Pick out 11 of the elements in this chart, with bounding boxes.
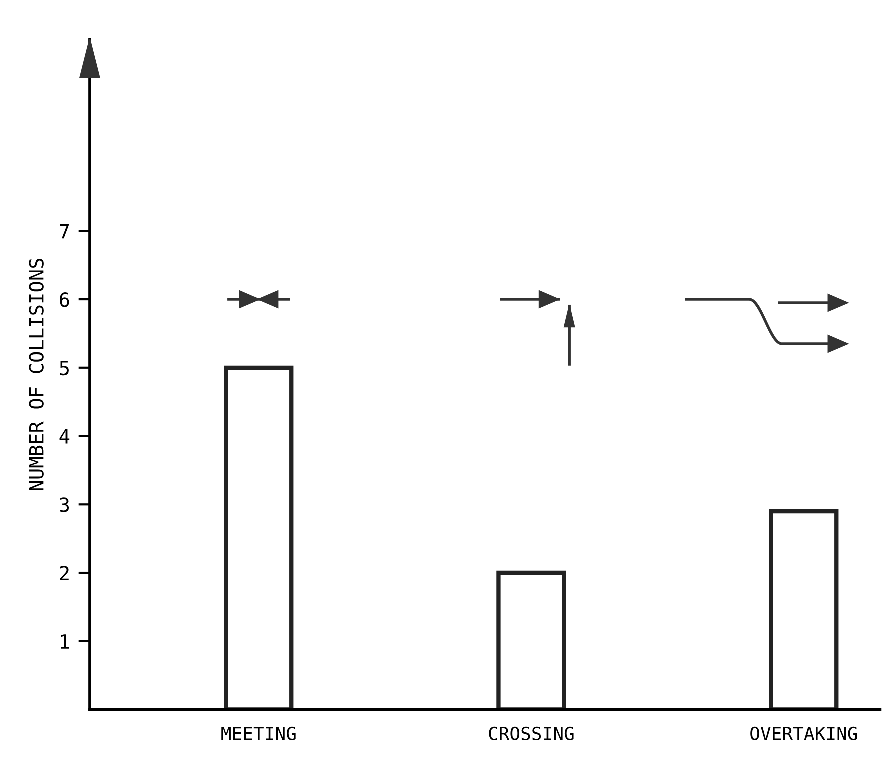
x-tick-label: CROSSING — [489, 726, 574, 740]
x-tick-label: OVERTAKING — [750, 726, 858, 740]
y-tick-label: 5 — [60, 361, 69, 376]
y-tick-label: 1 — [61, 634, 70, 649]
y-tick-label: 2 — [60, 566, 69, 580]
y-tick-label: 6 — [60, 292, 70, 308]
y-tick-label: 3 — [60, 498, 70, 512]
y-tick-label: 4 — [60, 430, 70, 444]
y-axis-title: NUMBER OF COLLISIONS — [29, 258, 44, 490]
y-tick-label: 7 — [60, 224, 70, 239]
x-tick-label: MEETING — [222, 726, 296, 740]
